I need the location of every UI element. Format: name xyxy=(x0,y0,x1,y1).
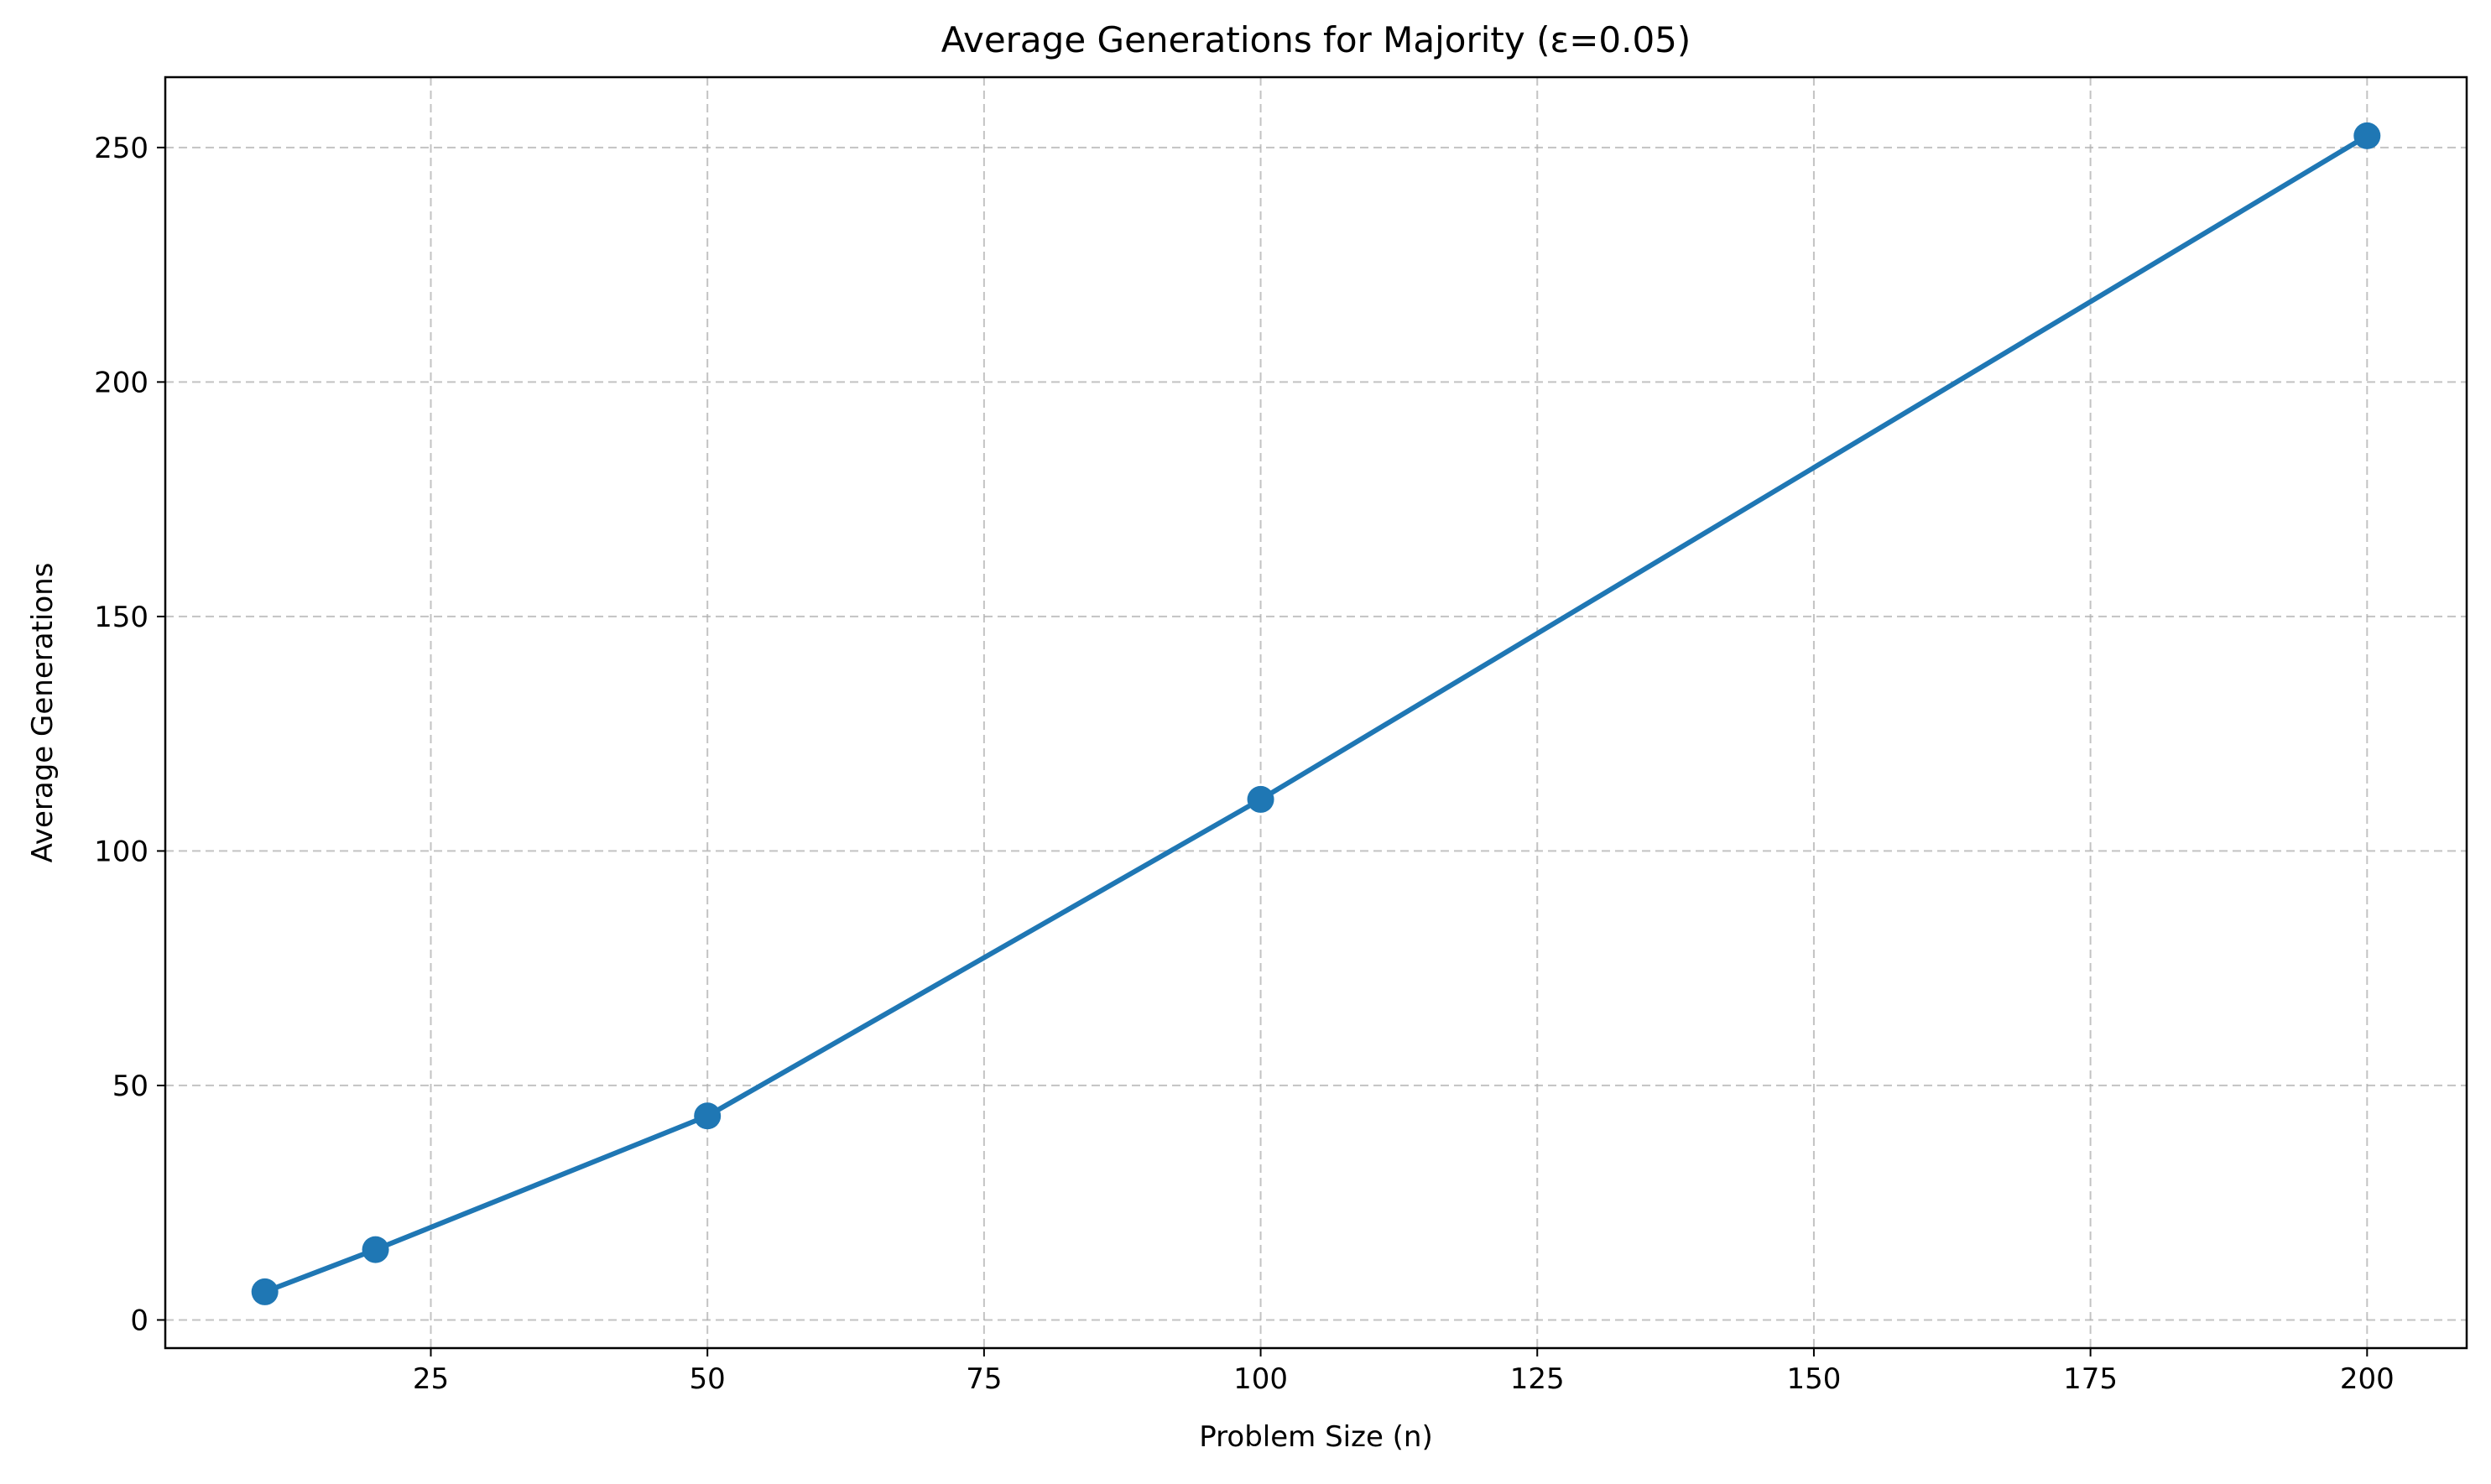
x-tick-label: 125 xyxy=(1510,1362,1565,1396)
series-layer xyxy=(251,122,2381,1305)
chart-title: Average Generations for Majority (ε=0.05… xyxy=(941,19,1691,60)
y-tick-label: 200 xyxy=(94,366,149,399)
y-tick-label: 150 xyxy=(94,601,149,634)
data-point xyxy=(362,1236,389,1263)
data-point xyxy=(251,1278,279,1305)
y-tick-label: 50 xyxy=(112,1070,149,1103)
x-tick-label: 25 xyxy=(413,1362,449,1396)
x-tick-label: 200 xyxy=(2340,1362,2395,1396)
data-point xyxy=(694,1102,722,1130)
grid xyxy=(165,77,2467,1348)
y-tick-label: 250 xyxy=(94,132,149,165)
x-tick-label: 75 xyxy=(966,1362,1002,1396)
plot-frame xyxy=(164,76,2468,1350)
y-tick-label: 100 xyxy=(94,835,149,868)
x-tick-label: 175 xyxy=(2063,1362,2118,1396)
x-axis-label: Problem Size (n) xyxy=(1199,1420,1433,1454)
data-point xyxy=(2353,122,2381,149)
x-tick-label: 50 xyxy=(690,1362,726,1396)
x-tick-label: 150 xyxy=(1786,1362,1841,1396)
y-axis-label: Average Generations xyxy=(26,563,60,863)
x-tick-label: 100 xyxy=(1233,1362,1288,1396)
data-point xyxy=(1247,785,1274,813)
y-tick-label: 0 xyxy=(130,1304,149,1337)
axis-ticks: 25 50 75 100 125 150 175 200 0 50 100 150 200 250 xyxy=(94,132,2395,1396)
